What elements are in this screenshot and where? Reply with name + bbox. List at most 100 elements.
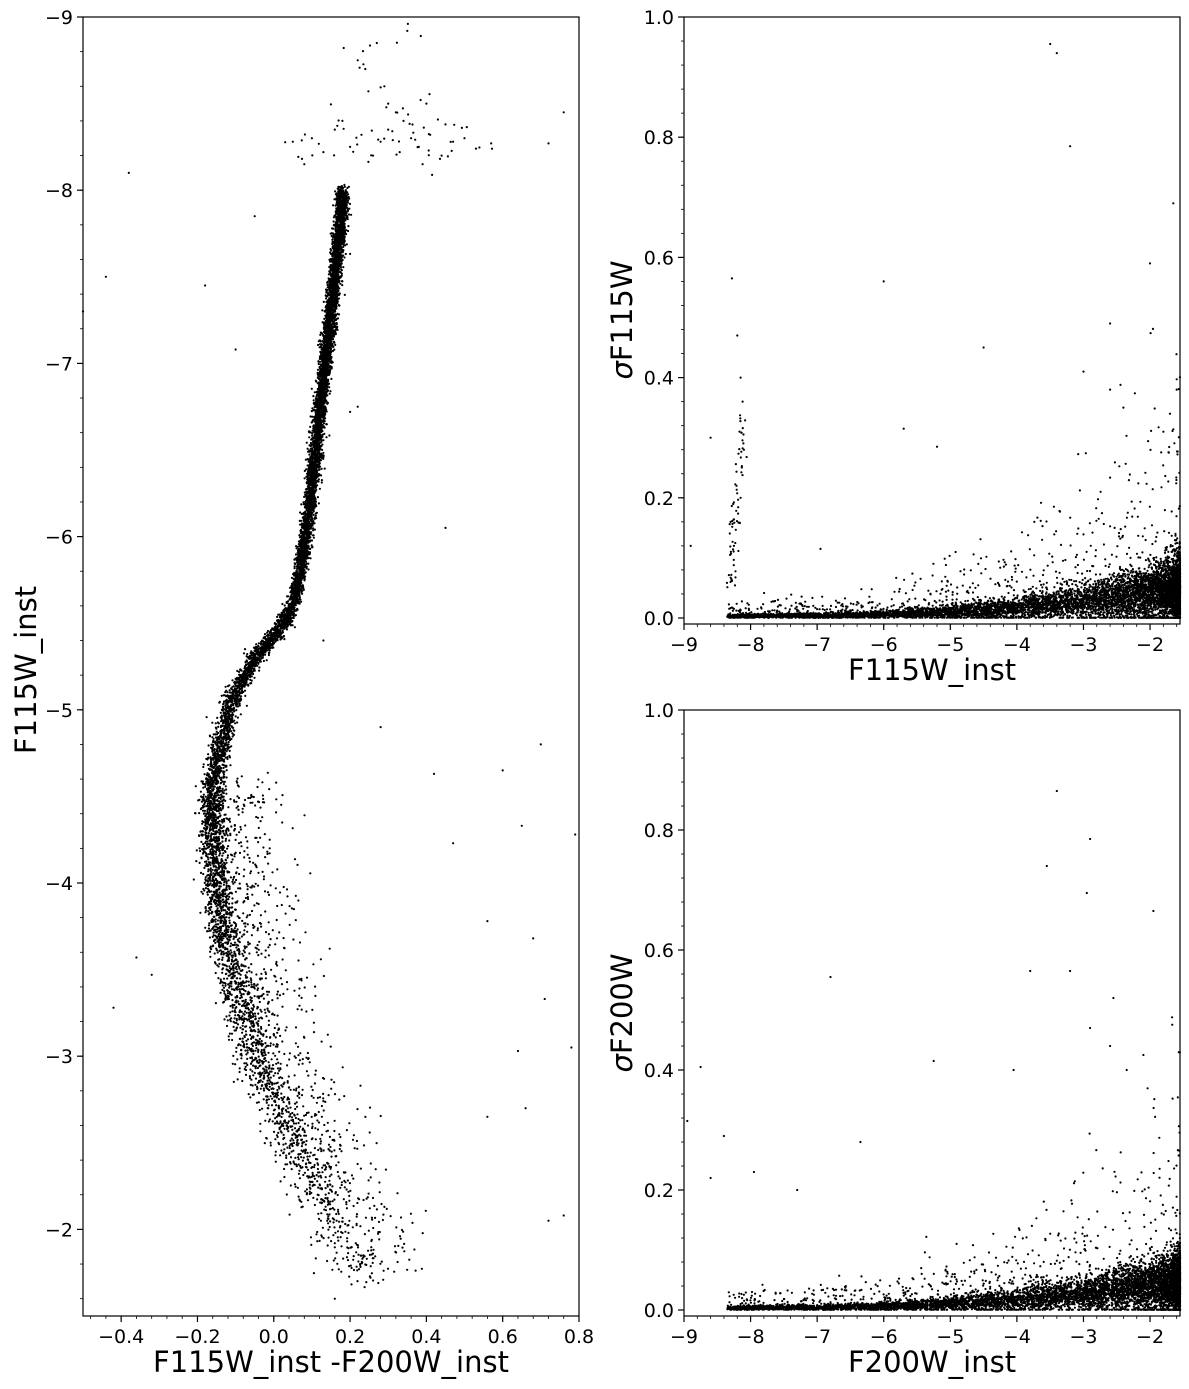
star-point — [297, 543, 300, 546]
star-point — [331, 242, 334, 246]
star-point — [337, 1268, 340, 1271]
star-point — [321, 448, 324, 451]
star-point — [230, 861, 233, 864]
star-point — [250, 1062, 253, 1065]
star-point — [241, 1037, 244, 1040]
star-point — [228, 919, 231, 922]
star-point — [339, 1236, 342, 1239]
star-point — [267, 1051, 270, 1054]
star-point — [220, 914, 224, 918]
star-point — [312, 1272, 315, 1275]
star-point — [328, 1213, 331, 1216]
star-point — [334, 343, 337, 346]
star-point — [202, 872, 205, 876]
star-point — [257, 1028, 260, 1031]
star-point — [262, 1087, 265, 1090]
star-point — [230, 988, 234, 991]
star-point — [262, 1074, 265, 1077]
star-point — [206, 893, 209, 896]
star-point — [328, 271, 331, 274]
star-point — [346, 186, 349, 190]
star-point — [254, 1056, 257, 1059]
star-point — [276, 1088, 279, 1092]
star-point — [214, 722, 217, 725]
star-point — [297, 1158, 300, 1161]
star-point — [254, 1044, 258, 1047]
star-point — [322, 439, 325, 442]
star-point — [322, 300, 325, 303]
star-point — [282, 1143, 285, 1146]
star-point — [195, 849, 198, 852]
star-point — [300, 600, 303, 603]
star-point — [346, 218, 349, 221]
star-point — [261, 1084, 264, 1087]
star-point — [207, 744, 210, 747]
cmd-points — [81, 22, 577, 1300]
star-point — [334, 1257, 337, 1260]
star-point — [227, 1035, 230, 1038]
star-point — [323, 467, 326, 470]
star-point — [325, 297, 328, 300]
star-point — [244, 1065, 247, 1068]
star-point — [263, 1070, 266, 1073]
star-point — [224, 837, 228, 841]
star-point — [216, 716, 219, 720]
star-point — [338, 1220, 341, 1223]
star-point — [231, 1010, 234, 1013]
star-point — [340, 1270, 343, 1273]
star-point — [276, 615, 279, 619]
star-point — [222, 986, 226, 989]
star-point — [220, 694, 223, 697]
star-point — [304, 1162, 307, 1166]
star-point — [228, 1032, 231, 1035]
star-point — [343, 256, 346, 259]
star-point — [327, 1236, 330, 1239]
star-point — [269, 1141, 272, 1144]
star-point — [306, 458, 309, 461]
star-point — [194, 785, 197, 788]
star-point — [255, 1047, 258, 1050]
star-point — [202, 793, 205, 796]
star-point — [288, 1144, 291, 1147]
star-point — [209, 856, 212, 859]
star-point — [218, 962, 221, 965]
star-point — [233, 988, 236, 992]
star-point — [342, 1257, 345, 1260]
star-point — [247, 980, 250, 983]
star-point — [254, 1077, 258, 1080]
star-point — [230, 745, 233, 748]
star-point — [262, 1098, 265, 1101]
star-point — [242, 1043, 246, 1046]
star-point — [279, 1180, 282, 1183]
star-point — [289, 1113, 292, 1116]
star-point — [248, 1075, 251, 1078]
star-point — [200, 800, 203, 803]
star-point — [215, 816, 218, 819]
star-point — [308, 1155, 311, 1158]
star-point — [251, 1060, 254, 1063]
star-point — [204, 876, 207, 879]
star-point — [228, 1014, 231, 1017]
star-point — [246, 653, 249, 656]
star-point — [272, 1130, 276, 1133]
star-point — [338, 304, 341, 307]
star-point — [224, 941, 227, 944]
star-point — [257, 1049, 260, 1052]
star-point — [219, 978, 222, 981]
star-point — [274, 1154, 277, 1157]
star-point — [324, 1205, 327, 1208]
star-point — [246, 683, 250, 686]
star-point — [204, 906, 207, 909]
star-point — [227, 740, 230, 744]
star-point — [202, 847, 205, 851]
star-point — [203, 866, 206, 870]
star-point — [242, 949, 245, 952]
star-point — [288, 1213, 291, 1216]
star-point — [202, 812, 205, 815]
star-point — [221, 988, 224, 992]
star-point — [334, 190, 337, 193]
star-point — [243, 1046, 246, 1049]
star-point — [198, 847, 201, 850]
star-point — [261, 1107, 264, 1110]
star-point — [326, 1213, 329, 1216]
